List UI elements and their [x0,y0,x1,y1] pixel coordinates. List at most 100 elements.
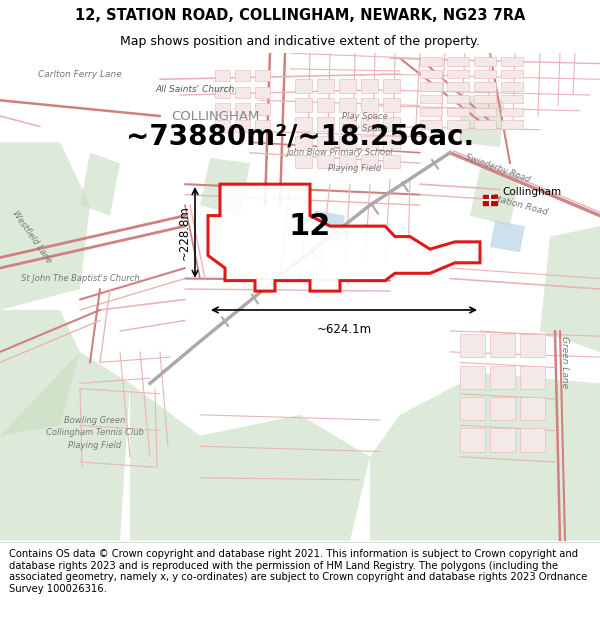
Bar [317,155,334,169]
Polygon shape [490,221,525,253]
Bar [255,120,270,132]
Bar [361,155,378,169]
Text: Westfield Lane: Westfield Lane [11,209,53,264]
Text: Play Space: Play Space [342,111,388,121]
Bar [520,397,545,420]
Text: Contains OS data © Crown copyright and database right 2021. This information is : Contains OS data © Crown copyright and d… [9,549,587,594]
Bar [235,70,250,81]
Polygon shape [200,158,250,216]
Bar [490,366,515,389]
Text: Bowling Green: Bowling Green [64,416,125,424]
Text: Map shows position and indicative extent of the property.: Map shows position and indicative extent… [120,35,480,48]
Bar [520,334,545,357]
Bar [420,82,442,91]
Bar [490,429,515,451]
Bar [501,120,523,129]
Bar [361,117,378,131]
Bar [235,87,250,98]
Bar [235,104,250,115]
Bar [295,98,312,112]
Bar [317,117,334,131]
Polygon shape [310,211,345,242]
Bar [295,79,312,93]
Bar [295,117,312,131]
Bar [474,95,496,104]
Bar [383,79,400,93]
Bar [420,120,442,129]
Text: Playing Field: Playing Field [68,441,122,450]
Bar [339,136,356,149]
Text: ~624.1m: ~624.1m [316,322,371,336]
Bar [215,70,230,81]
Bar [501,107,523,116]
Bar [295,155,312,169]
Bar [447,95,469,104]
Text: 12: 12 [289,212,331,241]
Bar [447,70,469,78]
Bar [255,70,270,81]
Polygon shape [0,352,130,541]
Text: Collingham Tennis Club: Collingham Tennis Club [46,428,144,437]
Polygon shape [130,383,370,541]
Bar [255,104,270,115]
Bar [255,87,270,98]
Text: Play Space: Play Space [342,124,388,133]
Polygon shape [0,310,80,436]
Bar [317,136,334,149]
Bar [501,58,523,66]
Bar [420,58,442,66]
Bar [339,117,356,131]
Bar [295,136,312,149]
Text: St John The Baptist's Church: St John The Baptist's Church [20,274,139,283]
Bar [420,107,442,116]
Bar [361,98,378,112]
Bar [383,117,400,131]
Polygon shape [370,373,600,541]
Bar [447,82,469,91]
Bar [520,366,545,389]
Bar [215,120,230,132]
Bar [383,155,400,169]
Bar [460,397,485,420]
Polygon shape [0,142,90,310]
Text: Collingham: Collingham [502,186,561,196]
Polygon shape [460,95,505,148]
Bar [317,79,334,93]
Bar [460,334,485,357]
Bar [339,155,356,169]
Polygon shape [470,169,520,226]
Text: Swinderby Road: Swinderby Road [464,152,532,184]
Bar [474,107,496,116]
Bar [501,70,523,78]
Bar [474,82,496,91]
Text: Green Lane: Green Lane [560,336,569,389]
Bar [501,82,523,91]
Bar [361,136,378,149]
Bar [215,104,230,115]
Bar [215,87,230,98]
Bar [235,120,250,132]
Bar [420,95,442,104]
Bar [339,79,356,93]
FancyBboxPatch shape [483,194,497,205]
Text: Carlton Ferry Lane: Carlton Ferry Lane [38,69,122,79]
Text: All Saints' Church: All Saints' Church [155,86,235,94]
Polygon shape [80,152,120,216]
Bar [361,79,378,93]
Text: John Blow Primary School: John Blow Primary School [287,148,394,158]
Bar [317,98,334,112]
Text: COLLINGHAM: COLLINGHAM [171,109,259,123]
Polygon shape [208,184,480,291]
Polygon shape [540,226,600,352]
Bar [490,334,515,357]
Bar [474,58,496,66]
Bar [474,120,496,129]
Bar [501,95,523,104]
Bar [383,98,400,112]
Bar [447,58,469,66]
Bar [460,366,485,389]
Text: 12, STATION ROAD, COLLINGHAM, NEWARK, NG23 7RA: 12, STATION ROAD, COLLINGHAM, NEWARK, NG… [75,8,525,23]
Text: Station Road: Station Road [491,193,549,217]
Bar [474,70,496,78]
Bar [490,397,515,420]
